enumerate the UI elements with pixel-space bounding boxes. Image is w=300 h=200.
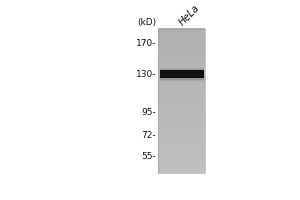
Bar — [158, 168, 205, 170]
Bar — [158, 79, 205, 81]
Bar — [158, 70, 205, 72]
Bar — [158, 72, 205, 74]
Bar — [158, 150, 205, 152]
Bar — [158, 144, 205, 146]
Bar — [158, 159, 205, 161]
Text: HeLa: HeLa — [177, 3, 202, 28]
Bar — [158, 77, 205, 79]
Bar — [158, 34, 205, 36]
Bar — [158, 112, 205, 114]
Bar — [158, 95, 205, 97]
Bar — [158, 142, 205, 144]
Bar — [158, 86, 205, 88]
Bar — [158, 29, 205, 173]
Bar — [158, 38, 205, 39]
Bar — [158, 88, 205, 90]
Bar — [158, 153, 205, 155]
Bar — [158, 81, 205, 83]
Bar — [158, 97, 205, 99]
Bar — [158, 166, 205, 168]
Bar — [158, 123, 205, 125]
Bar — [158, 115, 205, 117]
Bar — [158, 171, 205, 173]
Text: 170-: 170- — [136, 39, 156, 48]
Bar — [158, 170, 205, 172]
Bar — [158, 119, 205, 121]
Bar — [158, 137, 205, 139]
Bar — [158, 59, 205, 61]
Text: 130-: 130- — [136, 70, 156, 79]
Bar — [158, 104, 205, 106]
Bar — [158, 43, 205, 45]
Bar — [158, 155, 205, 157]
Bar — [158, 148, 205, 150]
Bar — [158, 50, 205, 52]
Text: 95-: 95- — [141, 108, 156, 117]
Bar — [158, 128, 205, 130]
Bar — [158, 85, 205, 87]
Bar — [158, 139, 205, 141]
Bar — [158, 39, 205, 41]
Bar — [158, 114, 205, 115]
Text: 72-: 72- — [142, 131, 156, 140]
Bar — [158, 132, 205, 134]
Text: (kD): (kD) — [137, 18, 156, 27]
Bar — [158, 161, 205, 163]
Bar — [158, 54, 205, 56]
Bar — [158, 83, 205, 85]
Bar — [158, 56, 205, 58]
Bar — [158, 146, 205, 148]
Bar — [158, 103, 205, 105]
Bar — [158, 126, 205, 128]
Bar — [158, 124, 205, 126]
Bar — [158, 52, 205, 54]
Bar — [158, 57, 205, 59]
Bar — [158, 164, 205, 166]
Bar — [158, 76, 205, 77]
Bar — [158, 101, 205, 103]
Bar — [158, 61, 205, 63]
Bar — [158, 32, 205, 34]
Bar — [158, 36, 205, 38]
Bar — [158, 108, 205, 110]
Bar — [158, 45, 205, 47]
Bar — [158, 157, 205, 159]
Bar — [160, 69, 204, 80]
Bar — [158, 41, 205, 43]
Bar — [158, 130, 205, 132]
Text: 55-: 55- — [141, 152, 156, 161]
Bar — [158, 74, 205, 76]
Bar — [158, 66, 205, 68]
Bar — [158, 117, 205, 119]
Bar — [158, 135, 205, 137]
Bar — [158, 92, 205, 94]
Bar — [160, 68, 204, 81]
Bar — [158, 63, 205, 65]
Bar — [160, 70, 204, 78]
Bar — [158, 152, 205, 153]
Bar — [158, 99, 205, 101]
Bar — [158, 141, 205, 143]
Bar — [158, 110, 205, 112]
Bar — [158, 68, 205, 70]
Bar — [158, 47, 205, 49]
Bar — [158, 121, 205, 123]
Bar — [158, 28, 205, 30]
Bar — [158, 65, 205, 67]
Bar — [158, 133, 205, 135]
Bar — [158, 48, 205, 50]
Bar — [158, 106, 205, 108]
Bar — [158, 94, 205, 96]
Bar — [158, 162, 205, 164]
Bar — [158, 30, 205, 32]
Bar — [158, 90, 205, 92]
